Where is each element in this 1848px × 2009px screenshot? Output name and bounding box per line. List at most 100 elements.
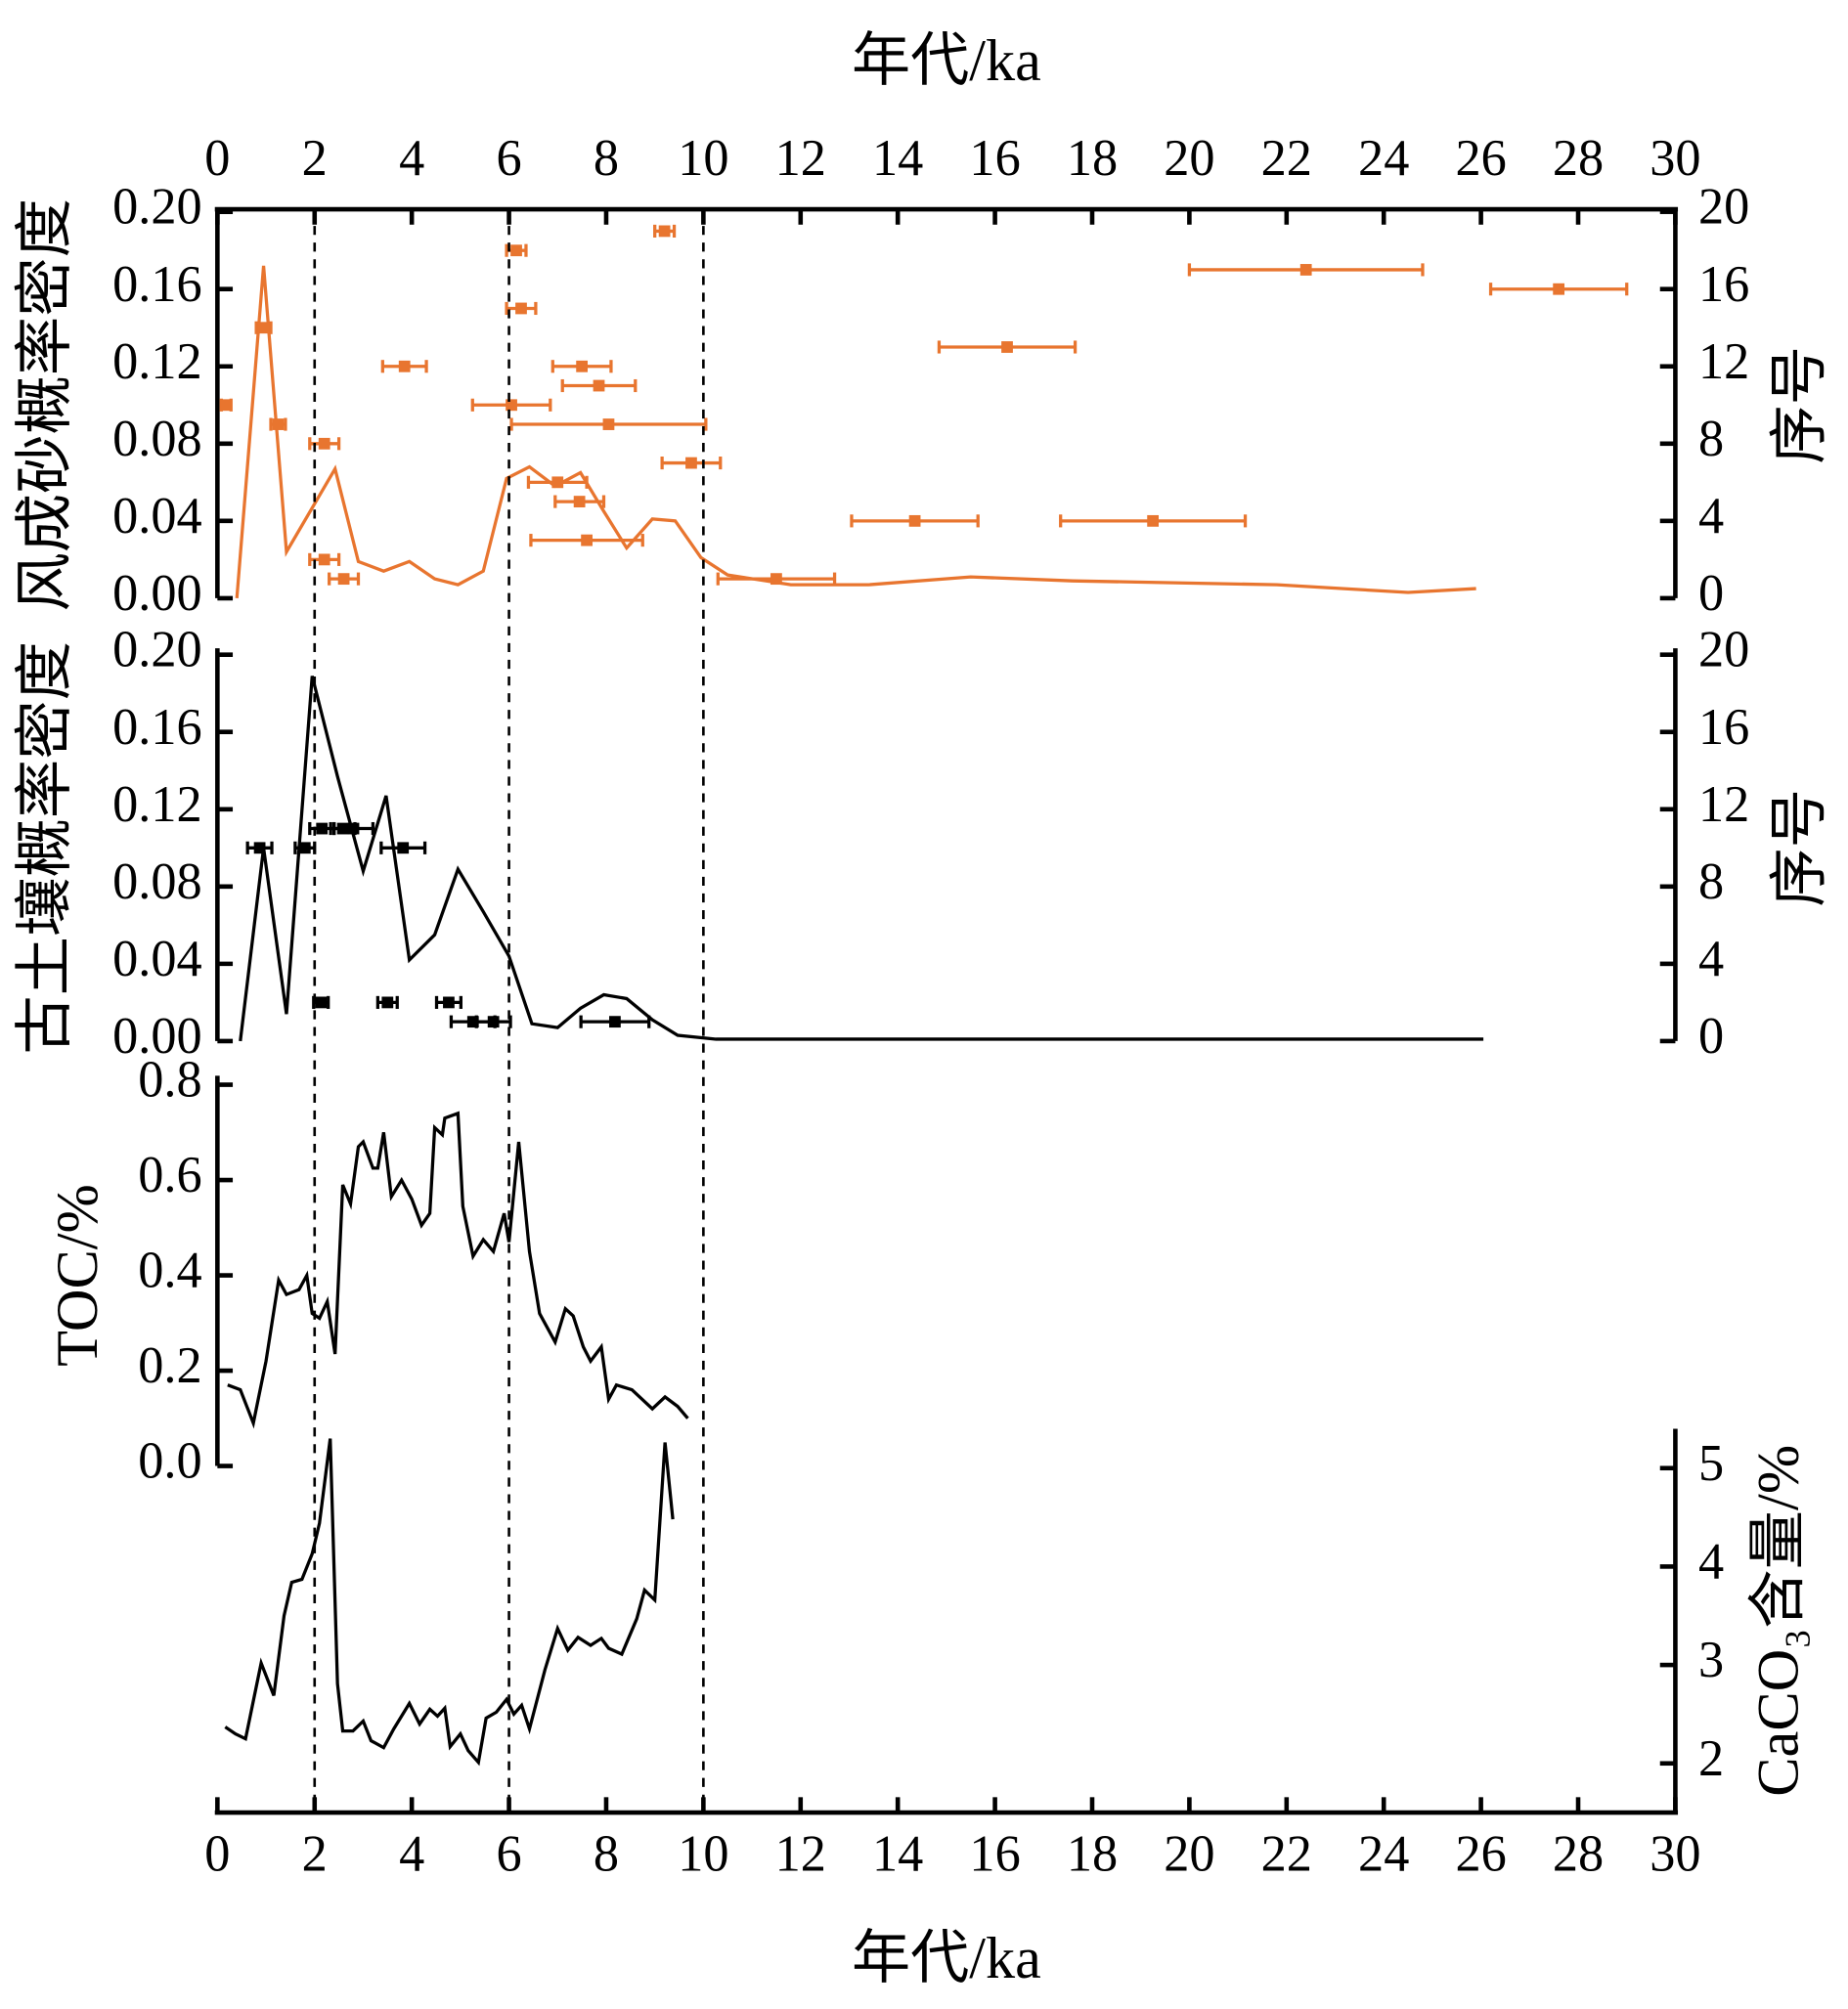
x-tick-label: 20 xyxy=(1164,130,1214,187)
x-tick-label: 22 xyxy=(1261,130,1312,187)
y-tick-label: 0.0 xyxy=(138,1433,201,1490)
x-tick-label: 26 xyxy=(1455,1825,1506,1882)
y2-tick-label: 8 xyxy=(1698,411,1724,467)
x-tick-label: 4 xyxy=(399,130,424,187)
data-point xyxy=(593,379,605,392)
data-point xyxy=(573,496,586,508)
data-line xyxy=(239,676,1484,1042)
y-tick-label: 0.08 xyxy=(112,853,202,910)
x-tick-label: 4 xyxy=(399,1825,424,1882)
x-tick-label: 22 xyxy=(1261,1825,1312,1882)
y2-axis-label: CaCO₃含量/% xyxy=(1746,1445,1812,1797)
y2-tick-label: 4 xyxy=(1698,931,1724,987)
y-axis-label: TOC/% xyxy=(45,1184,110,1367)
data-line xyxy=(235,265,1476,599)
y2-axis-label: 序号 xyxy=(1768,346,1833,464)
y-tick-label: 0.2 xyxy=(138,1337,201,1394)
data-point xyxy=(220,399,233,412)
y2-tick-label: 16 xyxy=(1698,699,1749,756)
data-point xyxy=(908,514,921,527)
data-point xyxy=(298,842,311,854)
data-point xyxy=(602,418,615,430)
y2-tick-label: 4 xyxy=(1698,488,1724,545)
y-tick-label: 0.12 xyxy=(112,776,202,833)
data-point xyxy=(515,302,527,315)
data-point xyxy=(576,360,589,372)
x-tick-label: 30 xyxy=(1650,130,1700,187)
y2-tick-label: 16 xyxy=(1698,256,1749,313)
data-point xyxy=(347,822,360,835)
y-tick-label: 0.20 xyxy=(112,179,202,236)
x-tick-label: 0 xyxy=(204,1825,230,1882)
data-point xyxy=(506,399,517,412)
data-point xyxy=(658,225,671,238)
x-tick-label: 28 xyxy=(1553,130,1604,187)
data-line xyxy=(227,1111,689,1429)
data-point xyxy=(551,476,564,489)
y2-tick-label: 0 xyxy=(1698,1008,1724,1065)
x-tick-label: 10 xyxy=(678,1825,728,1882)
x-tick-label: 14 xyxy=(872,130,923,187)
data-point xyxy=(257,322,270,334)
data-point xyxy=(318,553,330,566)
x-tick-label: 12 xyxy=(775,130,826,187)
y2-tick-label: 0 xyxy=(1698,565,1724,622)
x-tick-label: 8 xyxy=(594,1825,619,1882)
y2-tick-label: 20 xyxy=(1698,179,1749,236)
y-tick-label: 0.00 xyxy=(112,1008,202,1065)
y-axis-label: 古土壤概率密度 xyxy=(13,641,78,1055)
y-tick-label: 0.12 xyxy=(112,333,202,390)
data-point xyxy=(1299,264,1312,276)
x-tick-label: 16 xyxy=(969,1825,1020,1882)
data-point xyxy=(443,996,455,1009)
x-tick-label: 16 xyxy=(969,130,1020,187)
data-point xyxy=(316,822,329,835)
y-tick-label: 0.20 xyxy=(112,622,202,678)
y-tick-label: 0.4 xyxy=(138,1243,201,1299)
x-tick-label: 26 xyxy=(1455,130,1506,187)
x-tick-label: 18 xyxy=(1067,1825,1118,1882)
x-axis-label: 年代/ka xyxy=(852,28,1041,94)
y-tick-label: 0.16 xyxy=(112,256,202,313)
data-point xyxy=(1001,341,1013,353)
data-point xyxy=(397,842,410,854)
x-tick-label: 18 xyxy=(1067,130,1118,187)
data-line xyxy=(224,1438,675,1767)
x-tick-label: 24 xyxy=(1358,1825,1409,1882)
x-tick-label: 14 xyxy=(872,1825,923,1882)
x-tick-label: 20 xyxy=(1164,1825,1214,1882)
y2-tick-label: 3 xyxy=(1698,1632,1724,1688)
y2-tick-label: 2 xyxy=(1698,1730,1724,1787)
y2-tick-label: 8 xyxy=(1698,853,1724,910)
x-tick-label: 2 xyxy=(302,1825,328,1882)
x-tick-label: 24 xyxy=(1358,130,1409,187)
data-point xyxy=(685,457,697,469)
x-tick-label: 10 xyxy=(678,130,728,187)
x-tick-label: 0 xyxy=(204,130,230,187)
y-tick-label: 0.08 xyxy=(112,411,202,467)
y2-tick-label: 20 xyxy=(1698,622,1749,678)
data-point xyxy=(487,1016,500,1028)
x-tick-label: 6 xyxy=(496,1825,521,1882)
data-point xyxy=(315,996,328,1009)
y2-tick-label: 5 xyxy=(1698,1435,1724,1492)
y-tick-label: 0.6 xyxy=(138,1147,201,1203)
x-axis-label: 年代/ka xyxy=(852,1926,1041,1991)
x-tick-label: 2 xyxy=(302,130,328,187)
data-point xyxy=(770,573,782,586)
data-point xyxy=(1147,514,1160,527)
data-point xyxy=(318,437,330,450)
y-tick-label: 0.16 xyxy=(112,699,202,756)
data-point xyxy=(466,1016,479,1028)
y-tick-label: 0.00 xyxy=(112,565,202,622)
x-tick-label: 8 xyxy=(594,130,619,187)
y2-tick-label: 12 xyxy=(1698,776,1749,833)
data-point xyxy=(381,996,394,1009)
data-point xyxy=(253,842,266,854)
data-point xyxy=(272,418,285,430)
y2-tick-label: 12 xyxy=(1698,333,1749,390)
x-tick-label: 28 xyxy=(1553,1825,1604,1882)
x-tick-label: 6 xyxy=(496,130,521,187)
